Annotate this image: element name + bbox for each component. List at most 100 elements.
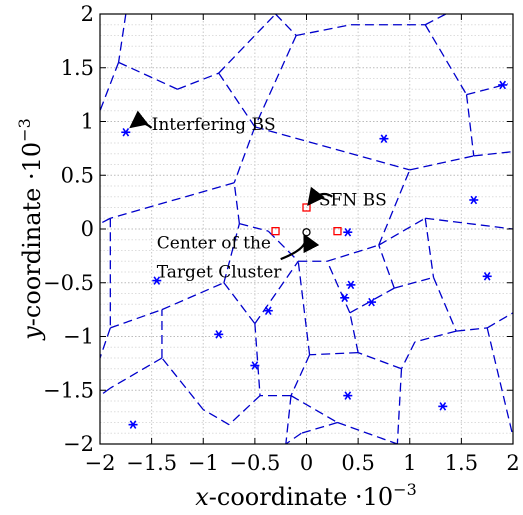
annotation-arrow: [129, 110, 153, 129]
interfering-bs-marker: [367, 297, 377, 307]
axis-ticks: −2 −1.5 −1 −0.5 0 0.5 1 1.5 2 2 1.5 1 0.5 0 −0.5 −1 −1.5…: [43, 2, 520, 475]
voronoi-edge: [301, 421, 338, 434]
interfering-bs-marker: [214, 330, 224, 339]
marker-stroke: [251, 361, 259, 370]
voronoi-edge: [290, 354, 311, 396]
voronoi-edge: [309, 351, 359, 356]
voronoi-edge: [424, 24, 468, 95]
voronoi-edge: [254, 35, 297, 128]
voronoi-edge: [100, 327, 111, 359]
y-tick-label: 0.5: [61, 163, 94, 187]
marker-stroke: [439, 402, 447, 411]
interfering-bs-marker: [343, 227, 353, 237]
x-tick-label: 1.5: [445, 451, 478, 475]
marker-stroke: [368, 297, 375, 307]
annotation-arrow: [307, 186, 333, 207]
voronoi-edge: [100, 387, 111, 397]
voronoi-edge: [239, 222, 269, 232]
annotation-arrow: [280, 233, 320, 261]
marker-stroke: [380, 134, 388, 143]
marker-stroke: [347, 280, 355, 290]
voronoi-edge: [254, 126, 410, 171]
voronoi-edge: [425, 217, 513, 230]
voronoi-edge: [100, 62, 120, 111]
voronoi-edge: [396, 368, 403, 444]
voronoi-edge: [378, 244, 395, 289]
voronoi-edge: [409, 155, 474, 171]
voronoi-edge: [285, 432, 302, 444]
voronoi-edge: [432, 277, 457, 332]
y-tick-label: 2: [81, 2, 94, 26]
voronoi-edge: [297, 261, 311, 355]
interfering-bs-marker: [121, 127, 131, 137]
interfering-bs-marker: [343, 391, 353, 400]
voronoi-edge: [223, 282, 256, 324]
marker-stroke: [215, 330, 223, 339]
x-axis-label: x-coordinate ·10−3: [195, 480, 417, 511]
voronoi-edge: [378, 217, 426, 246]
voronoi-edge: [296, 24, 352, 37]
voronoi-edge: [109, 357, 163, 389]
voronoi-edge: [456, 327, 488, 332]
voronoi-edge: [486, 312, 513, 329]
marker-stroke: [470, 195, 478, 205]
voronoi-edge: [228, 395, 261, 426]
interfering-bs-marker: [482, 272, 492, 281]
x-tick-label: −0.5: [229, 451, 280, 475]
x-tick-label: −1.5: [126, 451, 177, 475]
interfering-bs-marker: [263, 306, 273, 315]
y-tick-label: 1: [81, 110, 94, 134]
x-tick-label: 0: [300, 451, 313, 475]
data-points: [121, 80, 508, 429]
interfering-bs-marker: [250, 361, 260, 370]
annotations: Interfering BS SFN BS Center of the Target …: [129, 110, 387, 282]
sfn-bs-marker: [302, 203, 311, 212]
marker-stroke: [153, 276, 161, 285]
voronoi-edge: [326, 260, 351, 314]
y-tick-label: −2: [63, 432, 94, 456]
voronoi-edge: [349, 287, 395, 314]
voronoi-edge: [349, 312, 359, 353]
sfn-bs-marker: [271, 226, 280, 236]
voronoi-edge: [223, 223, 241, 283]
y-tick-label: 1.5: [61, 56, 94, 80]
x-tick-label: −1: [188, 451, 219, 475]
interfering-bs-marker: [346, 280, 356, 290]
voronoi-edge: [424, 218, 435, 278]
voronoi-edge: [218, 14, 276, 74]
annotation-label: Interfering BS: [152, 115, 276, 135]
interfering-bs-marker: [340, 293, 350, 303]
marker-stroke: [129, 420, 137, 429]
voronoi-edge: [254, 260, 299, 324]
voronoi-edge: [424, 14, 447, 26]
x-tick-label: 0.5: [341, 451, 374, 475]
voronoi-edge: [400, 341, 416, 370]
x-tick-label: 1: [403, 451, 416, 475]
voronoi-edge: [161, 357, 204, 411]
voronoi-edge: [177, 72, 219, 90]
voronoi-edge: [254, 323, 261, 396]
voronoi-edge: [233, 126, 256, 184]
marker-stroke: [483, 272, 491, 281]
voronoi-edge: [100, 217, 111, 225]
x-tick-label: −2: [85, 451, 116, 475]
marker-stroke: [122, 127, 130, 137]
voronoi-edge: [486, 327, 513, 437]
interfering-bs-marker: [379, 134, 389, 143]
marker-stroke: [344, 227, 352, 237]
annotation-label: SFN BS: [319, 190, 387, 210]
interfering-bs-marker: [438, 402, 448, 411]
voronoi-edge: [110, 182, 235, 219]
voronoi-edge: [465, 94, 475, 156]
x-tick-label: 2: [506, 451, 519, 475]
interfering-bs-marker: [128, 420, 138, 429]
voronoi-edge: [326, 244, 379, 262]
voronoi-edge: [233, 182, 241, 224]
marker-stroke: [344, 391, 352, 400]
voronoi-edge: [218, 72, 256, 128]
sfn-bs-marker: [333, 226, 342, 236]
voronoi-edge: [202, 409, 230, 426]
interfering-bs-marker: [498, 80, 508, 90]
y-tick-label: −0.5: [43, 271, 94, 295]
